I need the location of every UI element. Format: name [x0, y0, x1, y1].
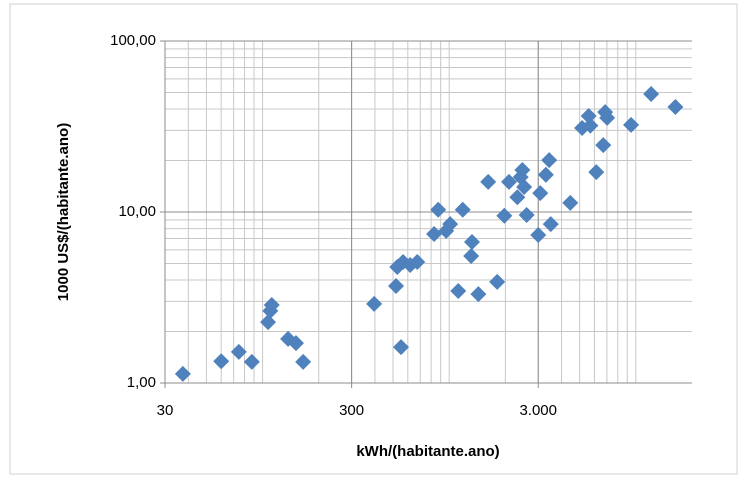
scatter-point — [489, 273, 506, 290]
x-tick-label: 30 — [157, 402, 174, 419]
scatter-point — [530, 226, 547, 243]
scatter-point — [542, 216, 559, 233]
chart-frame — [9, 3, 738, 475]
scatter-point — [230, 343, 247, 360]
scatter-point — [463, 247, 480, 264]
x-tick-label: 3.000 — [519, 402, 557, 419]
y-axis-label: 1000 US$/(habitante.ano) — [55, 123, 72, 301]
scatter-point — [516, 179, 533, 196]
scatter-point — [480, 173, 497, 190]
scatter-point — [537, 166, 554, 183]
scatter-point — [409, 254, 426, 271]
scatter-point — [509, 189, 526, 206]
scatter-point — [588, 164, 605, 181]
scatter-point — [388, 278, 405, 295]
scatter-point — [260, 314, 277, 331]
scatter-point — [393, 339, 410, 356]
scatter-point — [430, 201, 447, 218]
scatter-point — [599, 109, 616, 126]
scatter-point — [442, 216, 459, 233]
scatter-point — [450, 283, 467, 300]
scatter-point — [514, 162, 531, 179]
y-tick-label: 100,00 — [110, 32, 156, 49]
scatter-point — [470, 286, 487, 303]
scatter-point — [366, 295, 383, 312]
scatter-point — [174, 365, 191, 382]
scatter-point — [532, 185, 549, 202]
scatter-point — [426, 225, 443, 242]
scatter-point — [295, 353, 312, 370]
scatter-point — [263, 296, 280, 313]
scatter-point — [454, 201, 471, 218]
y-tick-label: 1,00 — [127, 374, 156, 391]
scatter-point — [582, 117, 599, 134]
scatter-point — [287, 335, 304, 352]
scatter-point — [496, 207, 513, 224]
scatter-point — [243, 353, 260, 370]
scatter-point — [623, 116, 640, 133]
scatter-point — [501, 173, 518, 190]
scatter-point — [213, 353, 230, 370]
scatter-point — [595, 137, 612, 154]
scatter-point — [464, 233, 481, 250]
scatter-point — [541, 152, 558, 169]
scatter-point — [667, 99, 684, 116]
scatter-point — [518, 207, 535, 224]
scatter-point — [643, 85, 660, 102]
y-tick-label: 10,00 — [118, 203, 156, 220]
x-axis-label: kWh/(habitante.ano) — [356, 443, 499, 460]
x-tick-label: 300 — [339, 402, 364, 419]
scatter-point — [562, 194, 579, 211]
